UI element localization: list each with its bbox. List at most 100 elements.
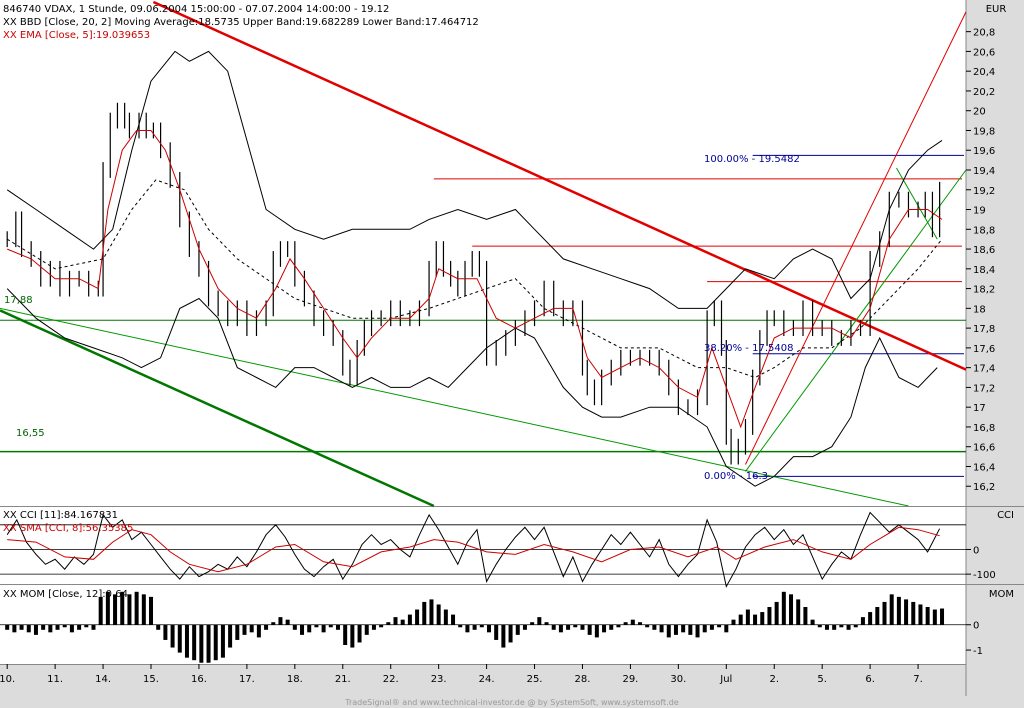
- momentum-bar: [357, 624, 362, 643]
- date-tick-label: 15.: [143, 674, 159, 685]
- price-tick-label: 18: [973, 304, 986, 315]
- momentum-bar: [55, 624, 60, 630]
- date-tick-label: 30.: [670, 674, 686, 685]
- momentum-bar: [781, 591, 786, 625]
- momentum-bar: [738, 614, 743, 625]
- price-tick-label: 16,4: [973, 462, 995, 473]
- momentum-bar: [393, 617, 398, 625]
- momentum-bar: [429, 599, 434, 625]
- momentum-bar: [220, 624, 225, 658]
- cci-line: [6, 511, 941, 588]
- momentum-bar: [673, 624, 678, 635]
- momentum-panel: 0 -1 XX MOM [Close, 12]:0.64 MOM: [0, 589, 1014, 663]
- momentum-bar: [810, 619, 815, 625]
- momentum-bar: [5, 624, 10, 630]
- momentum-bar: [285, 619, 290, 625]
- momentum-bar: [868, 612, 873, 625]
- price-tick-label: 19,6: [973, 146, 995, 157]
- date-tick-label: 22.: [383, 674, 399, 685]
- price-axis-strip: [966, 0, 1024, 708]
- date-tick-label: 7.: [913, 674, 923, 685]
- date-tick-label: Jul: [719, 674, 732, 685]
- date-tick-label: 28.: [575, 674, 591, 685]
- date-tick-label: 5.: [817, 674, 827, 685]
- momentum-axis-ticks: 0 -1: [966, 621, 983, 657]
- date-tick-label: 25.: [527, 674, 543, 685]
- bollinger-moving-average: [6, 179, 943, 379]
- trend-line: [0, 309, 435, 508]
- momentum-bar: [264, 624, 269, 630]
- momentum-bar: [602, 624, 607, 633]
- momentum-bar: [249, 624, 254, 633]
- momentum-bar: [940, 608, 945, 625]
- mom-unit-label: MOM: [989, 589, 1014, 600]
- momentum-bar: [278, 617, 283, 625]
- momentum-bar: [652, 624, 657, 630]
- momentum-bar: [760, 612, 765, 625]
- momentum-bar: [925, 607, 930, 625]
- date-axis-strip: [0, 664, 966, 696]
- date-tick-label: 21.: [335, 674, 351, 685]
- momentum-bar: [62, 624, 67, 628]
- price-tick-label: 17,2: [973, 383, 995, 394]
- momentum-bar: [465, 624, 470, 633]
- momentum-bar: [228, 624, 233, 648]
- fib-label-382: 38.20% - 17.5408: [704, 343, 793, 354]
- momentum-bar: [379, 624, 384, 628]
- momentum-bar: [400, 619, 405, 625]
- bollinger-lower-band: [6, 288, 938, 487]
- momentum-bar: [292, 624, 297, 630]
- momentum-bar: [745, 609, 750, 625]
- momentum-bar: [271, 622, 276, 625]
- price-tick-label: 19: [973, 206, 986, 217]
- price-unit-label: EUR: [986, 4, 1007, 15]
- momentum-bar: [364, 624, 369, 635]
- fib-label-0: 0.00% - 16.3: [704, 471, 768, 482]
- momentum-bar: [566, 624, 571, 630]
- date-tick-label: 18.: [287, 674, 303, 685]
- momentum-bar: [753, 614, 758, 625]
- trend-line: [0, 307, 909, 507]
- momentum-bar: [494, 624, 499, 640]
- momentum-bar: [889, 594, 894, 625]
- price-tick-label: 19,4: [973, 166, 995, 177]
- momentum-bar: [911, 601, 916, 625]
- date-tick-label: 24.: [479, 674, 495, 685]
- price-panel: 16,2 16,4 16,6 16,8 17 17,2 17,4 17,6 17,8 18 18,2…: [0, 0, 1007, 508]
- momentum-bar: [48, 624, 53, 633]
- price-tick-label: 16,8: [973, 423, 995, 434]
- momentum-bar: [113, 594, 118, 625]
- momentum-bar: [134, 591, 139, 625]
- price-tick-label: 18,2: [973, 285, 995, 296]
- momentum-bar: [242, 624, 247, 635]
- momentum-bar: [522, 624, 527, 630]
- momentum-bar: [343, 624, 348, 645]
- momentum-bar: [156, 624, 161, 630]
- momentum-bar: [666, 624, 671, 638]
- momentum-bar: [33, 624, 38, 635]
- momentum-bar: [415, 609, 420, 625]
- momentum-bar: [638, 622, 643, 625]
- momentum-bar: [616, 624, 621, 628]
- momentum-bar: [530, 622, 535, 625]
- momentum-bar: [19, 624, 24, 630]
- momentum-bar: [192, 624, 197, 661]
- momentum-bar: [537, 617, 542, 625]
- momentum-bar: [170, 624, 175, 648]
- momentum-bar: [479, 624, 484, 628]
- level-label-1788: 17,88: [4, 295, 33, 306]
- momentum-bars: [5, 591, 945, 663]
- momentum-bar: [609, 624, 614, 630]
- horizontal-levels: [0, 319, 966, 453]
- momentum-bar: [300, 624, 305, 635]
- momentum-bar: [882, 601, 887, 625]
- price-tick-label: 17: [973, 403, 986, 414]
- momentum-bar: [846, 624, 851, 630]
- price-tick-label: 20,4: [973, 67, 995, 78]
- momentum-bar: [573, 624, 578, 628]
- level-label-1655: 16,55: [16, 428, 45, 439]
- trend-line: [152, 0, 967, 371]
- cci-axis-ticks: 0 -100: [966, 545, 996, 581]
- price-bars: [6, 102, 941, 465]
